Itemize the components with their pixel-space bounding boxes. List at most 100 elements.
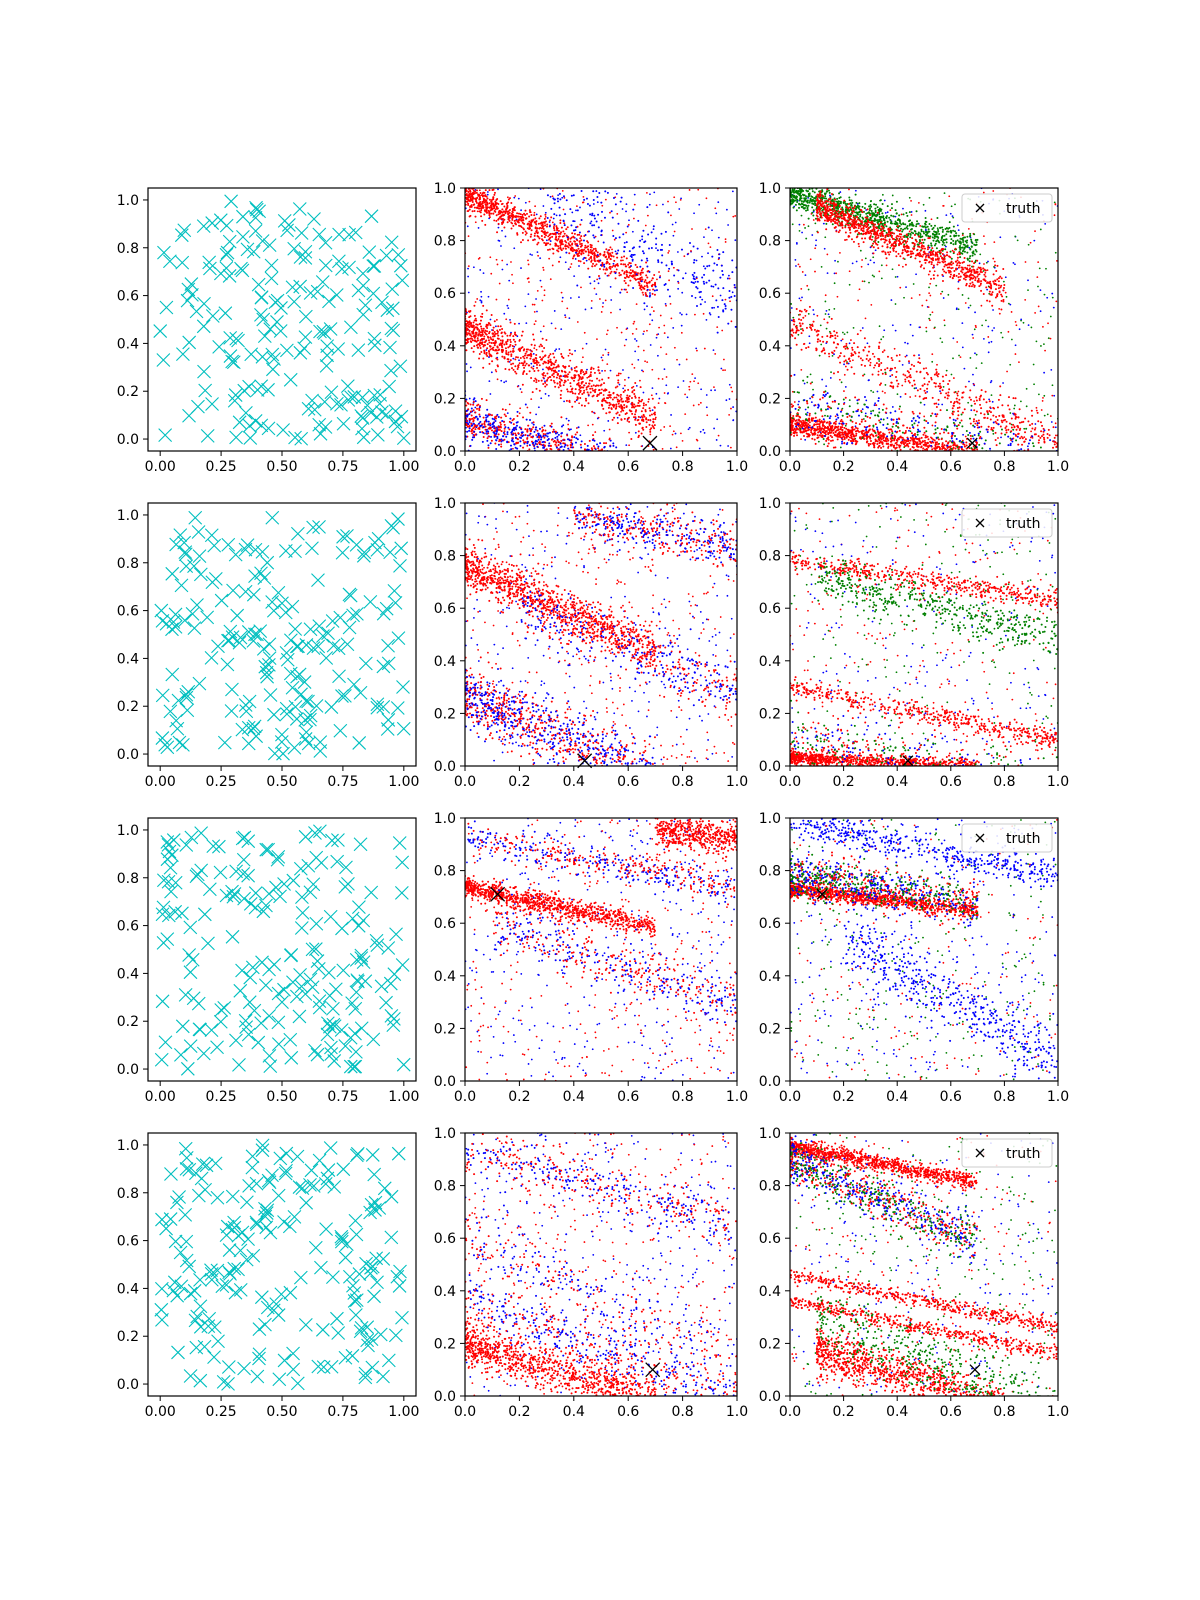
sample-point	[691, 228, 693, 230]
sample-point	[597, 240, 600, 243]
sample-point	[580, 235, 583, 238]
sample-point	[712, 269, 715, 272]
sample-point	[816, 314, 819, 317]
sample-point	[695, 285, 698, 288]
sample-point	[588, 258, 591, 261]
sample-point	[703, 236, 705, 239]
sample-point	[904, 341, 906, 344]
sample-point	[579, 175, 581, 177]
sample-point	[583, 389, 586, 392]
sample-point	[699, 430, 702, 433]
sample-point	[560, 432, 563, 435]
sample-point	[617, 249, 620, 252]
sample-point	[532, 426, 535, 429]
sample-point	[564, 314, 566, 317]
sample-point	[529, 253, 532, 256]
sample-point	[665, 304, 667, 307]
sample-point	[658, 271, 660, 273]
prior-sample-marker	[351, 343, 366, 358]
sample-point	[487, 432, 490, 435]
sample-point	[652, 228, 655, 231]
sample-point	[638, 277, 641, 280]
sample-point	[913, 387, 916, 390]
sample-point	[601, 462, 603, 464]
sample-point	[607, 252, 610, 255]
sample-point	[504, 426, 507, 429]
sample-point	[899, 286, 902, 289]
sample-point	[614, 264, 617, 267]
sample-point	[623, 255, 626, 258]
sample-point	[542, 376, 545, 379]
sample-point	[557, 386, 560, 389]
prior-sample-marker	[244, 347, 259, 362]
sample-point	[597, 260, 600, 263]
sample-point	[688, 189, 691, 191]
sample-point	[471, 210, 474, 213]
sample-point	[511, 273, 513, 276]
sample-point	[601, 468, 603, 470]
sample-point	[488, 198, 491, 201]
sample-point	[918, 354, 920, 356]
sample-point	[676, 358, 678, 361]
sample-point	[596, 417, 599, 420]
sample-point	[593, 447, 596, 450]
sample-point	[975, 367, 978, 369]
sample-point	[716, 305, 719, 308]
sample-point	[826, 253, 829, 256]
prior-sample-marker	[219, 247, 234, 262]
sample-point	[587, 463, 589, 465]
sample-point	[490, 371, 493, 374]
sample-point	[633, 253, 636, 256]
sample-point	[575, 226, 578, 229]
sample-point	[546, 464, 548, 466]
sample-point	[658, 276, 661, 279]
sample-point	[592, 203, 595, 205]
sample-point	[618, 271, 621, 274]
sample-point	[566, 375, 569, 378]
sample-point	[516, 356, 519, 359]
sample-point	[486, 197, 489, 200]
sample-point	[475, 326, 478, 329]
sample-point	[634, 410, 637, 413]
sample-point	[642, 482, 644, 484]
sample-point	[543, 236, 546, 239]
sample-point	[557, 443, 560, 446]
sample-point	[891, 406, 894, 408]
sample-point	[476, 424, 479, 427]
sample-point	[627, 416, 630, 419]
sample-point	[584, 308, 587, 311]
sample-point	[573, 220, 576, 223]
sample-point	[651, 306, 653, 309]
sample-point	[506, 196, 509, 199]
sample-point	[571, 353, 574, 356]
sample-point	[612, 459, 614, 461]
sample-point	[593, 217, 596, 220]
sample-point	[475, 340, 478, 343]
sample-point	[554, 361, 557, 364]
sample-point	[557, 364, 560, 367]
sample-point	[511, 367, 514, 370]
sample-point	[574, 258, 577, 260]
sample-point	[596, 377, 599, 380]
sample-point	[485, 204, 488, 207]
sample-point	[905, 286, 907, 289]
sample-point	[625, 338, 628, 341]
sample-point	[484, 428, 487, 431]
sample-point	[930, 242, 933, 245]
sample-point	[615, 403, 618, 406]
sample-point	[631, 230, 634, 233]
sample-point	[500, 443, 503, 446]
sample-point	[1030, 436, 1032, 439]
sample-point	[465, 185, 467, 187]
sample-point	[482, 272, 485, 275]
sample-point	[472, 403, 475, 406]
sample-point	[593, 439, 596, 442]
sample-point	[606, 470, 608, 472]
sample-point	[589, 213, 592, 216]
sample-point	[504, 235, 507, 238]
sample-point	[561, 355, 564, 358]
sample-point	[530, 343, 533, 346]
sample-point	[636, 404, 639, 407]
sample-point	[909, 236, 912, 239]
prior-sample-marker	[174, 228, 189, 243]
